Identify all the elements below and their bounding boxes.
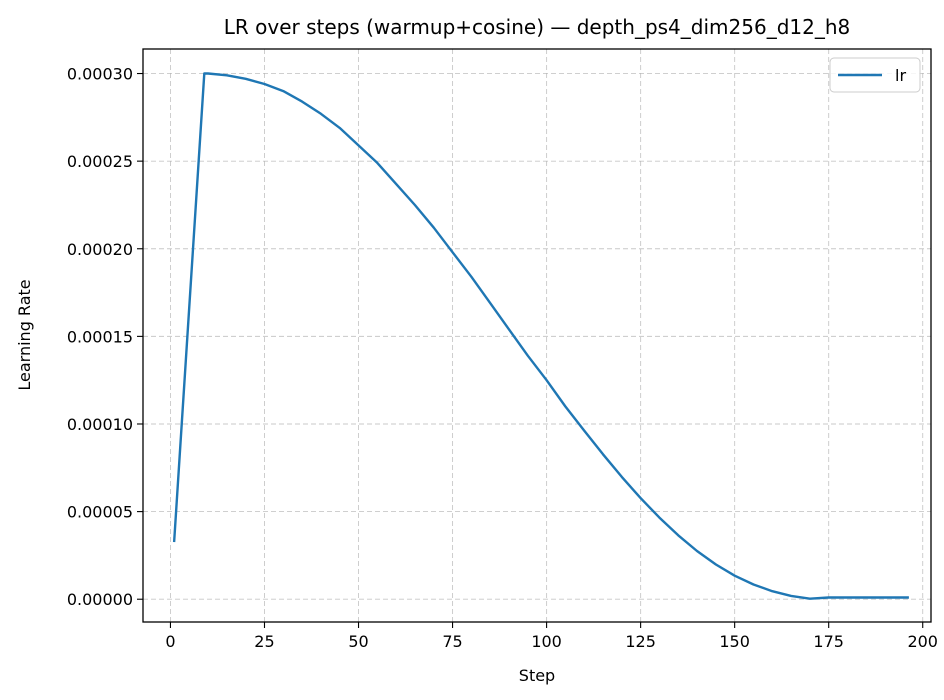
- chart-title: LR over steps (warmup+cosine) — depth_ps…: [224, 15, 851, 39]
- x-tick-label: 150: [719, 632, 750, 651]
- series-layer: [172, 72, 909, 600]
- grid: [143, 49, 931, 622]
- x-tick-label: 50: [348, 632, 368, 651]
- series-line-lr: [172, 72, 909, 600]
- x-axis-ticks: 0 25 50 75 100 125 150 175 200: [165, 622, 938, 651]
- y-axis-label: Learning Rate: [15, 279, 34, 390]
- legend: lr: [829, 57, 921, 93]
- x-axis-label: Step: [519, 666, 555, 685]
- x-tick-label: 125: [625, 632, 656, 651]
- x-tick-label: 200: [907, 632, 938, 651]
- x-tick-label: 0: [165, 632, 175, 651]
- plot-frame: [142, 48, 932, 623]
- y-tick-label: 0.00025: [67, 152, 133, 171]
- x-tick-label: 175: [813, 632, 844, 651]
- y-tick-label: 0.00005: [67, 503, 133, 522]
- x-tick-label: 100: [531, 632, 562, 651]
- y-tick-label: 0.00015: [67, 327, 133, 346]
- x-tick-label: 75: [442, 632, 462, 651]
- legend-label: lr: [895, 66, 906, 85]
- x-tick-label: 25: [254, 632, 274, 651]
- y-tick-label: 0.00010: [67, 415, 133, 434]
- y-tick-label: 0.00000: [67, 590, 133, 609]
- y-tick-label: 0.00020: [67, 240, 133, 259]
- y-axis-ticks: 0.00000 0.00005 0.00010 0.00015 0.00020 0.000…: [67, 65, 143, 609]
- y-tick-label: 0.00030: [67, 65, 133, 84]
